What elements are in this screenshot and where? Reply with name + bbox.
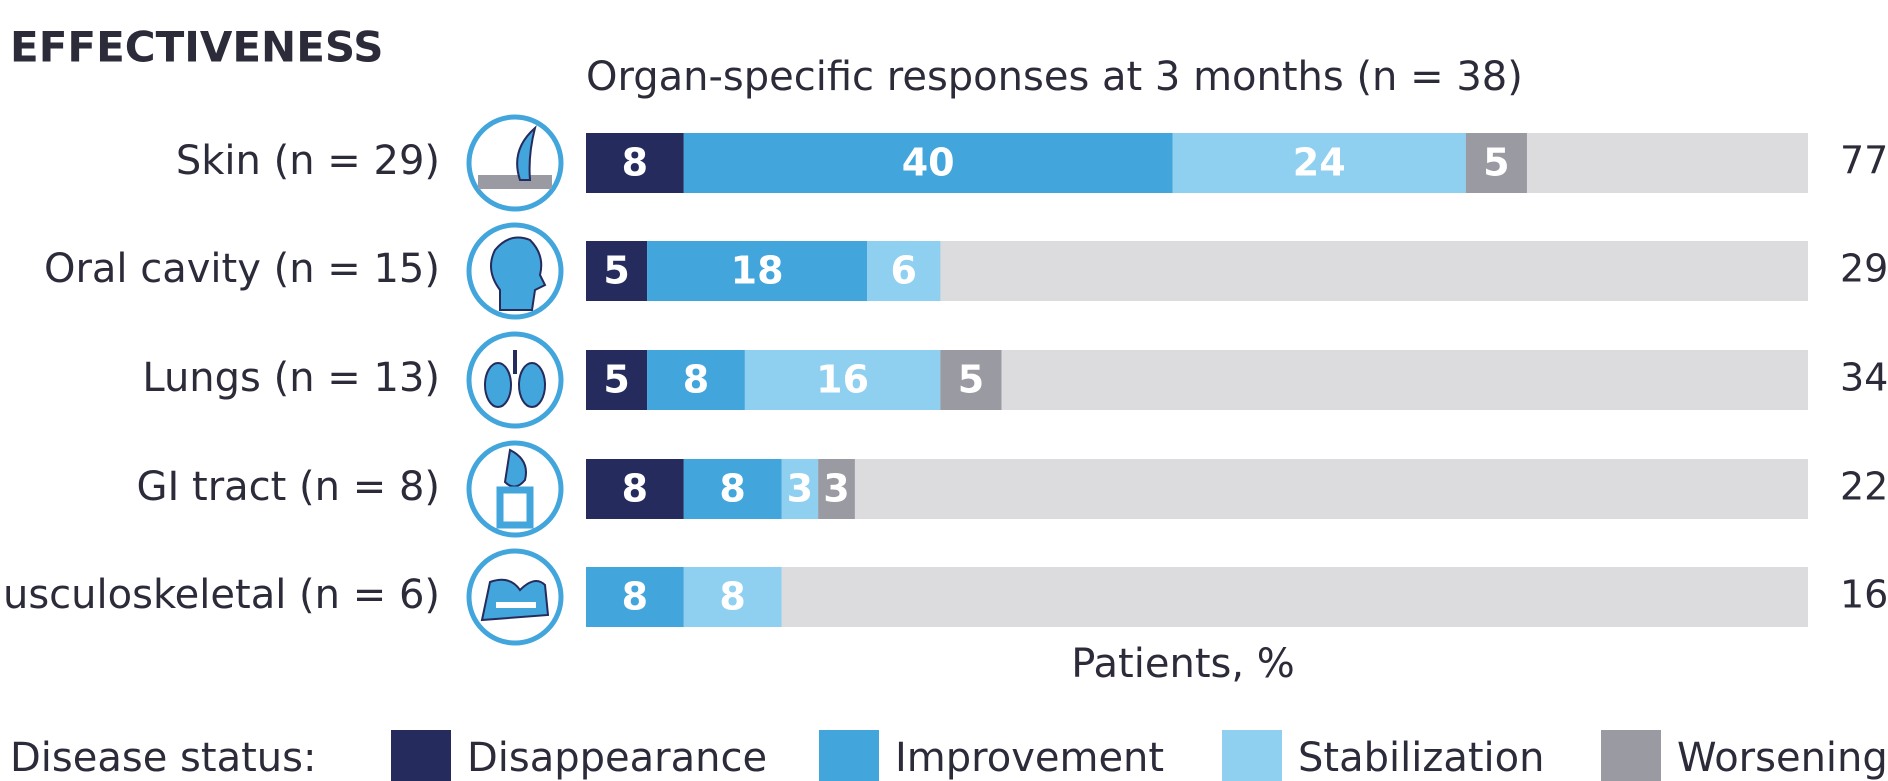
total-label: 77 <box>1840 139 1888 183</box>
legend-title: Disease status: <box>10 735 316 781</box>
category-label: Musculoskeletal (n = 6) <box>0 572 440 618</box>
value-label: 8 <box>683 358 709 402</box>
category-label: GI tract (n = 8) <box>137 464 441 510</box>
category-label: Oral cavity (n = 15) <box>44 246 440 292</box>
value-label: 5 <box>603 358 629 402</box>
value-label: 8 <box>719 575 745 619</box>
organ-icons <box>469 117 561 643</box>
total-label: 16 <box>1840 573 1888 617</box>
value-label: 40 <box>902 141 955 185</box>
legend-swatch <box>1601 730 1661 781</box>
value-label: 8 <box>622 141 648 185</box>
value-label: 16 <box>816 358 869 402</box>
legend-label: Improvement <box>895 735 1164 781</box>
total-label: 29 <box>1840 247 1888 291</box>
category-label: Lungs (n = 13) <box>142 355 440 401</box>
total-label: 22 <box>1840 465 1888 509</box>
legend-swatch <box>1222 730 1282 781</box>
legend-swatch <box>391 730 451 781</box>
skin-icon <box>469 117 561 209</box>
legend-label: Disappearance <box>467 735 767 781</box>
gi-icon <box>469 443 561 535</box>
oral-icon <box>469 225 561 317</box>
value-label: 8 <box>622 467 648 511</box>
value-label: 24 <box>1293 141 1346 185</box>
value-label: 8 <box>719 467 745 511</box>
muscle-icon <box>469 551 561 643</box>
value-label: 5 <box>1483 141 1509 185</box>
value-label: 6 <box>890 249 916 293</box>
header: EFFECTIVENESS <box>10 23 384 72</box>
value-label: 3 <box>787 467 813 511</box>
chart: EFFECTIVENESS Organ-specific responses a… <box>0 0 1888 781</box>
category-label: Skin (n = 29) <box>176 138 440 184</box>
value-label: 5 <box>958 358 984 402</box>
value-label: 18 <box>731 249 784 293</box>
legend-label: Stabilization <box>1298 735 1544 781</box>
lungs-icon <box>469 334 561 426</box>
x-axis-label: Patients, % <box>1071 641 1295 687</box>
total-label: 34 <box>1840 356 1888 400</box>
legend-label: Worsening <box>1677 735 1888 781</box>
value-label: 3 <box>823 467 849 511</box>
value-label: 8 <box>622 575 648 619</box>
legend-swatch <box>819 730 879 781</box>
chart-title: Organ-specific responses at 3 months (n … <box>586 54 1523 100</box>
value-label: 5 <box>603 249 629 293</box>
